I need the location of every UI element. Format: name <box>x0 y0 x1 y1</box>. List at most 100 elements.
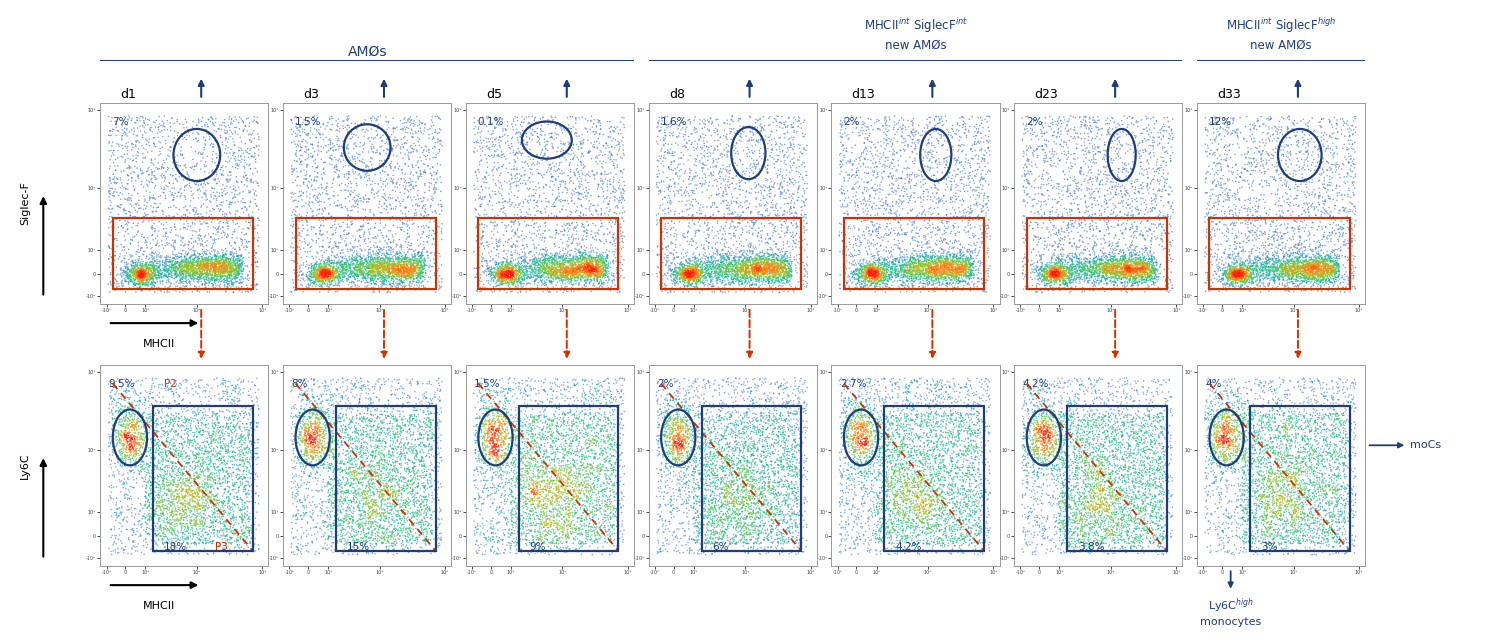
Point <box>1203 467 1227 478</box>
Point <box>470 539 494 550</box>
Point <box>942 534 966 544</box>
Point <box>1250 266 1274 276</box>
Point <box>154 503 178 514</box>
Point <box>1078 461 1102 471</box>
Point <box>676 278 700 289</box>
Point <box>864 263 888 273</box>
Point <box>876 230 900 240</box>
Point <box>211 509 236 519</box>
Point <box>910 526 934 536</box>
Point <box>579 275 603 285</box>
Point <box>1328 228 1352 238</box>
Point <box>702 268 726 278</box>
Point <box>764 414 788 424</box>
Point <box>788 538 812 548</box>
Point <box>1056 477 1080 487</box>
Point <box>1136 547 1160 557</box>
Point <box>1161 114 1185 124</box>
Point <box>290 401 314 412</box>
Point <box>314 449 338 460</box>
Point <box>744 545 768 556</box>
Point <box>1112 465 1136 475</box>
Point <box>939 260 963 271</box>
Point <box>766 460 790 470</box>
Point <box>123 414 147 424</box>
Point <box>1060 250 1084 260</box>
Point <box>300 457 324 467</box>
Point <box>116 438 140 448</box>
Point <box>174 282 198 292</box>
Point <box>1220 398 1244 408</box>
Point <box>195 485 219 496</box>
Point <box>1230 267 1254 278</box>
Point <box>342 535 366 545</box>
Point <box>387 197 411 207</box>
Point <box>580 200 604 210</box>
Point <box>117 264 141 274</box>
Point <box>873 260 897 270</box>
Point <box>730 255 754 266</box>
Point <box>339 511 363 521</box>
Point <box>188 260 211 270</box>
Point <box>915 278 939 289</box>
Point <box>1240 508 1264 518</box>
Point <box>1088 460 1112 471</box>
Point <box>1089 423 1113 433</box>
Point <box>780 476 804 487</box>
Point <box>558 174 582 184</box>
Point <box>501 520 525 530</box>
Point <box>594 417 618 427</box>
Point <box>492 455 516 465</box>
Point <box>558 425 582 435</box>
Point <box>483 269 507 280</box>
Point <box>1242 263 1266 273</box>
Point <box>900 266 924 276</box>
Point <box>420 487 444 498</box>
Point <box>1317 523 1341 534</box>
Point <box>1288 264 1312 275</box>
Point <box>585 266 609 276</box>
Point <box>874 467 898 477</box>
Point <box>296 419 320 430</box>
Point <box>1221 424 1245 434</box>
Point <box>152 392 176 403</box>
Point <box>382 544 406 554</box>
Point <box>891 514 915 524</box>
Point <box>582 137 606 147</box>
Point <box>204 136 228 147</box>
Point <box>604 488 628 498</box>
Point <box>217 266 242 276</box>
Point <box>710 152 734 162</box>
Point <box>1258 267 1282 277</box>
Point <box>1054 278 1078 288</box>
Point <box>104 425 128 435</box>
Point <box>1158 213 1182 224</box>
Point <box>686 242 709 253</box>
Point <box>506 426 530 436</box>
Point <box>650 458 674 468</box>
Point <box>1046 257 1070 267</box>
Point <box>410 528 434 538</box>
Point <box>172 457 196 467</box>
Point <box>1108 503 1132 513</box>
Point <box>1329 415 1353 426</box>
Point <box>416 253 440 263</box>
Point <box>234 448 258 458</box>
Point <box>148 272 172 282</box>
Point <box>777 463 801 473</box>
Point <box>1216 260 1240 270</box>
Point <box>576 219 600 230</box>
Point <box>1062 261 1086 271</box>
Point <box>130 262 154 272</box>
Point <box>750 272 774 282</box>
Point <box>1224 267 1248 278</box>
Point <box>360 144 384 154</box>
Point <box>1326 493 1350 503</box>
Point <box>232 121 256 131</box>
Point <box>902 262 926 272</box>
Point <box>1256 271 1280 282</box>
Point <box>1095 475 1119 485</box>
Point <box>748 489 772 500</box>
Point <box>585 269 609 280</box>
Point <box>864 286 888 296</box>
